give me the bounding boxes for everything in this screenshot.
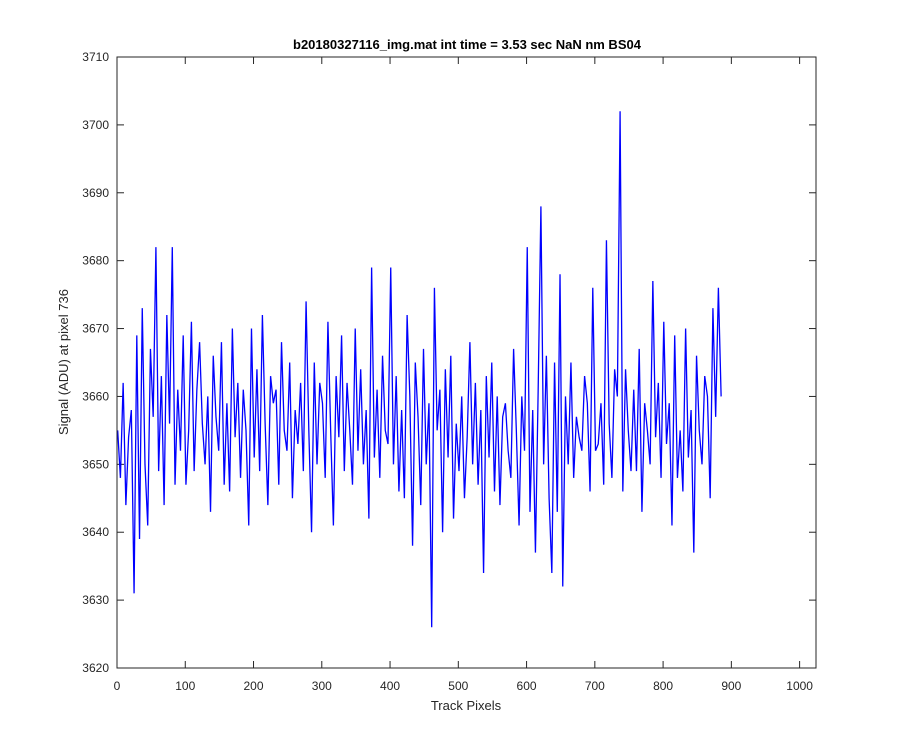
y-tick-label: 3640	[82, 525, 109, 539]
x-tick-label: 100	[175, 679, 195, 693]
y-tick-label: 3700	[82, 118, 109, 132]
x-tick-label: 700	[585, 679, 605, 693]
x-tick-label: 600	[517, 679, 537, 693]
signal-series-line	[117, 111, 722, 628]
x-axis-label: Track Pixels	[431, 698, 502, 713]
x-tick-label: 300	[312, 679, 332, 693]
x-tick-label: 900	[721, 679, 741, 693]
x-tick-label: 1000	[786, 679, 813, 693]
y-tick-label: 3710	[82, 50, 109, 64]
x-axis-ticks: 0 100 200 300 400 500 600 700 800 900 1000	[114, 57, 813, 693]
chart-title: b20180327116_img.mat int time = 3.53 sec…	[293, 37, 642, 52]
y-tick-label: 3630	[82, 593, 109, 607]
x-tick-label: 200	[244, 679, 264, 693]
x-tick-label: 500	[448, 679, 468, 693]
y-tick-label: 3690	[82, 186, 109, 200]
x-tick-label: 0	[114, 679, 121, 693]
y-axis-label: Signal (ADU) at pixel 736	[56, 289, 71, 435]
y-tick-label: 3660	[82, 389, 109, 403]
y-tick-label: 3670	[82, 322, 109, 336]
y-tick-label: 3680	[82, 254, 109, 268]
y-tick-label: 3650	[82, 457, 109, 471]
y-tick-label: 3620	[82, 661, 109, 675]
plot-area-frame	[116, 56, 817, 669]
x-tick-label: 800	[653, 679, 673, 693]
x-tick-label: 400	[380, 679, 400, 693]
